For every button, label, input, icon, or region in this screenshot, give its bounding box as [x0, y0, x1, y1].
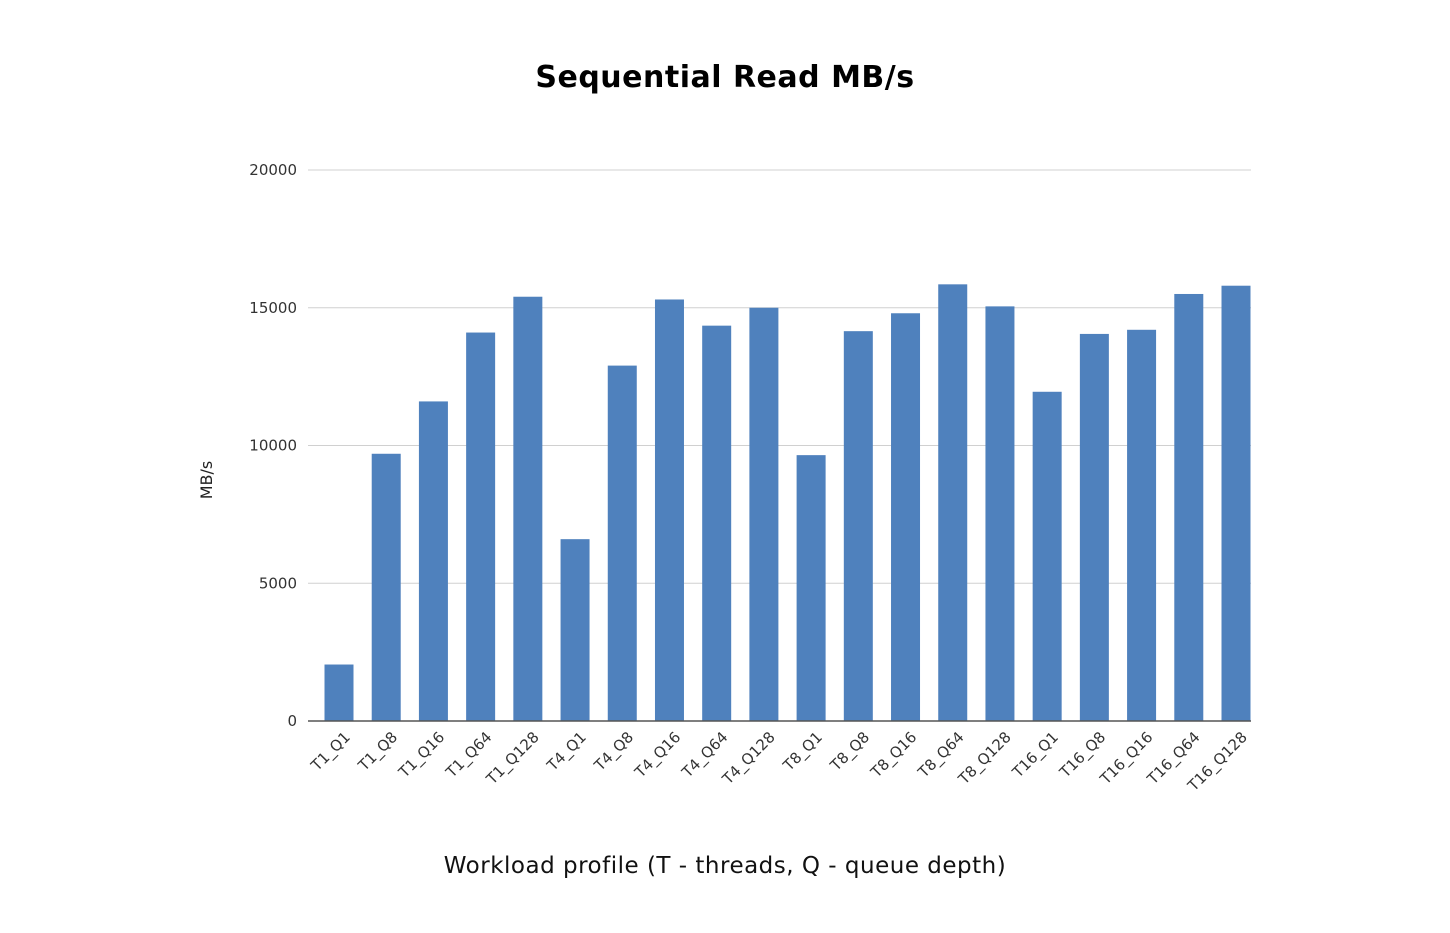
bar	[702, 325, 732, 721]
bar	[418, 401, 448, 721]
x-axis-title: Workload profile (T - threads, Q - queue…	[443, 853, 1007, 879]
bar	[560, 539, 590, 721]
bar	[749, 307, 779, 721]
bar	[324, 664, 354, 721]
bar	[796, 455, 826, 721]
x-tick-label: T4_Q1	[543, 728, 591, 776]
y-axis-ticks: 0 5000 10000 15000 20000	[249, 161, 297, 730]
bar	[1127, 329, 1157, 721]
x-tick-label: T1_Q16	[394, 728, 449, 783]
bar	[985, 306, 1015, 721]
bar	[1221, 285, 1251, 721]
bar	[1174, 293, 1204, 721]
bar	[371, 453, 401, 721]
bar	[843, 331, 873, 721]
x-tick-label: T4_Q16	[630, 728, 685, 783]
bar	[1079, 333, 1109, 721]
gridlines	[308, 169, 1251, 584]
x-tick-label: T1_Q1	[307, 728, 355, 776]
bar	[513, 296, 543, 721]
bar	[607, 365, 637, 721]
y-tick-label: 10000	[249, 437, 297, 455]
bar	[891, 313, 921, 721]
bar	[654, 299, 684, 721]
chart-title: Sequential Read MB/s	[535, 60, 915, 95]
x-tick-label: T8_Q16	[867, 728, 922, 783]
y-axis-title: MB/s	[197, 461, 216, 500]
x-tick-label: T8_Q1	[779, 728, 827, 776]
y-tick-label: 5000	[259, 574, 297, 592]
y-tick-label: 15000	[249, 299, 297, 317]
y-tick-label: 0	[287, 712, 297, 730]
bars	[324, 284, 1251, 721]
bar	[1032, 391, 1062, 721]
x-tick-label: T16_Q1	[1008, 728, 1063, 783]
bar	[466, 332, 496, 721]
y-tick-label: 20000	[249, 161, 297, 179]
bar	[938, 284, 968, 721]
